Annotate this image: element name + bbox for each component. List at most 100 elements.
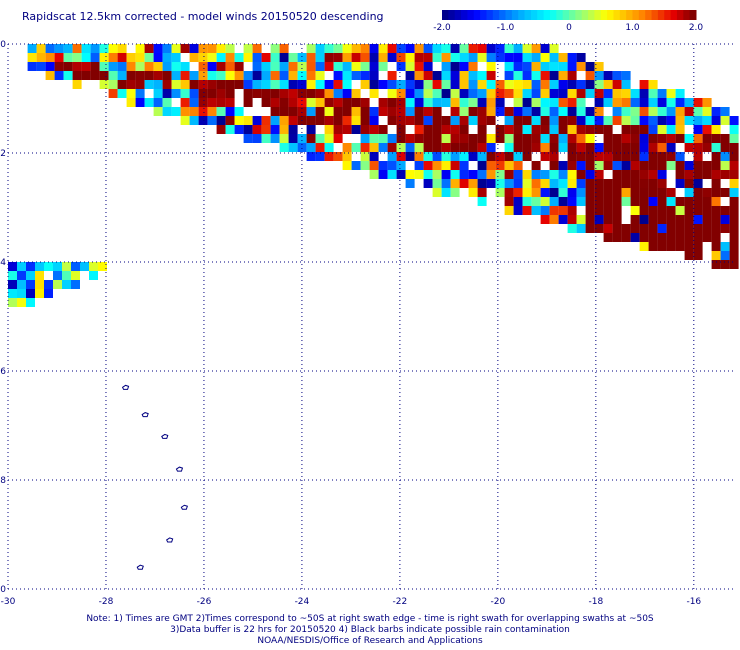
data-cell	[630, 197, 640, 206]
data-cell	[243, 53, 253, 62]
data-cell	[351, 62, 361, 71]
data-cell	[702, 161, 712, 170]
data-cell	[44, 280, 53, 289]
data-cell	[702, 125, 712, 134]
data-cell	[441, 143, 451, 152]
data-cell	[729, 206, 739, 215]
data-cell	[558, 206, 568, 215]
data-cell	[342, 62, 352, 71]
data-cell	[81, 44, 91, 53]
data-cell	[243, 44, 253, 53]
data-cell	[504, 134, 514, 143]
data-cell	[288, 107, 298, 116]
data-cell	[711, 188, 721, 197]
data-cell	[567, 224, 577, 233]
data-cell	[531, 62, 541, 71]
data-cell	[702, 143, 712, 152]
data-cell	[243, 98, 253, 107]
data-cell	[216, 80, 226, 89]
data-cell	[495, 80, 505, 89]
data-cell	[153, 53, 163, 62]
data-cell	[396, 134, 406, 143]
data-cell	[441, 44, 451, 53]
data-cell	[414, 98, 424, 107]
data-cell	[288, 53, 298, 62]
data-cell	[531, 161, 541, 170]
data-cell	[270, 125, 280, 134]
data-cell	[315, 134, 325, 143]
data-cell	[441, 125, 451, 134]
data-cell	[612, 71, 622, 80]
data-cell	[369, 62, 379, 71]
data-cell	[666, 134, 676, 143]
data-cell	[396, 143, 406, 152]
data-cell	[324, 116, 334, 125]
data-cell	[621, 80, 631, 89]
data-cell	[450, 89, 460, 98]
data-cell	[666, 161, 676, 170]
data-cell	[441, 89, 451, 98]
data-cell	[153, 107, 163, 116]
data-cell	[630, 134, 640, 143]
data-cell	[369, 125, 379, 134]
data-cell	[558, 80, 568, 89]
data-cell	[549, 62, 559, 71]
data-cell	[531, 89, 541, 98]
data-cell	[45, 44, 55, 53]
data-cell	[90, 53, 100, 62]
data-cell	[639, 206, 649, 215]
data-cell	[63, 71, 73, 80]
data-cell	[504, 206, 514, 215]
data-cell	[657, 224, 667, 233]
data-cell	[180, 116, 190, 125]
x-tick-label: -18	[588, 597, 603, 607]
data-cell	[639, 80, 649, 89]
data-cell	[459, 161, 469, 170]
colorbar-segment	[556, 10, 564, 20]
data-cell	[711, 152, 721, 161]
data-cell	[423, 161, 433, 170]
data-cell	[306, 89, 316, 98]
data-cell	[504, 161, 514, 170]
colorbar-segment	[607, 10, 614, 20]
data-cell	[198, 116, 208, 125]
data-cell	[17, 262, 26, 271]
data-cell	[567, 80, 577, 89]
data-cell	[576, 143, 586, 152]
data-cell	[171, 80, 181, 89]
data-cell	[594, 215, 604, 224]
data-cell	[450, 44, 460, 53]
data-cell	[477, 71, 487, 80]
data-cell	[441, 170, 451, 179]
data-cell	[594, 224, 604, 233]
data-cell	[153, 98, 163, 107]
data-cell	[675, 233, 685, 242]
data-cell	[72, 53, 82, 62]
data-cell	[171, 53, 181, 62]
grid-lines	[7, 43, 733, 590]
data-cell	[666, 143, 676, 152]
data-cell	[549, 206, 559, 215]
data-cell	[324, 98, 334, 107]
data-cell	[648, 170, 658, 179]
data-cell	[180, 44, 190, 53]
data-cell	[450, 152, 460, 161]
data-cell	[72, 71, 82, 80]
data-cell	[522, 116, 532, 125]
data-cell	[360, 98, 370, 107]
data-cell	[693, 188, 703, 197]
data-cell	[324, 107, 334, 116]
data-cell	[414, 53, 424, 62]
data-cell	[531, 179, 541, 188]
data-cell	[648, 197, 658, 206]
data-cell	[702, 206, 712, 215]
data-cell	[333, 62, 343, 71]
data-cell	[216, 107, 226, 116]
data-cell	[459, 44, 469, 53]
data-cell	[621, 197, 631, 206]
data-cell	[666, 89, 676, 98]
data-cell	[666, 116, 676, 125]
data-cell	[531, 206, 541, 215]
island-outline	[141, 412, 149, 418]
colorbar-segment	[575, 10, 583, 20]
